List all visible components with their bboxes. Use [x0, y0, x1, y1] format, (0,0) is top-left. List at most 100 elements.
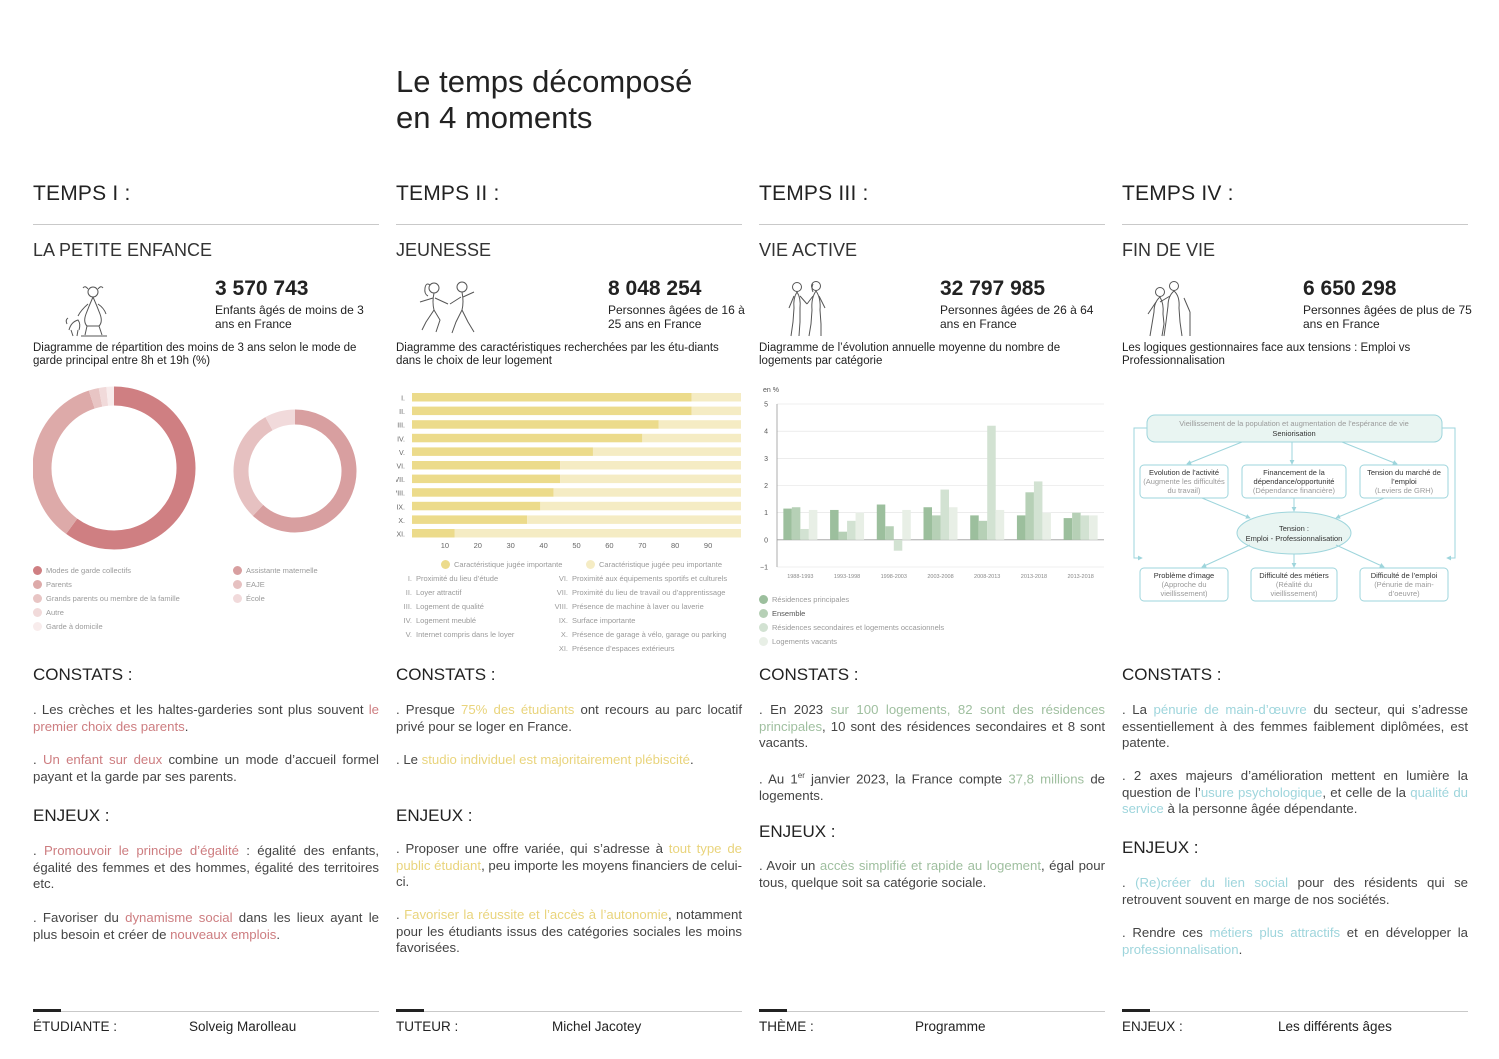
- highlighted-text: Un enfant sur deux: [42, 752, 163, 767]
- constats-heading: CONSTATS :: [1122, 665, 1222, 684]
- hbar-key-legend: I. Proximité du lieu d’étude II. Loyer attr…: [402, 574, 742, 654]
- footer-label: THÈME :: [759, 1019, 814, 1034]
- key-label: Logement meublé: [416, 616, 477, 625]
- bar: [791, 507, 801, 540]
- constat-paragraph: . Presque 75% des étudiants ont recours …: [396, 702, 742, 735]
- constat-paragraph: . La pénurie de main-d’œuvre du secteur,…: [1122, 702, 1468, 752]
- bar-category-label: VII.: [396, 477, 405, 484]
- legend-label: Assistante maternelle: [246, 566, 318, 575]
- key-label: Logement de qualité: [416, 602, 484, 611]
- column-temps-2: TEMPS II : JEUNESSE 8 048 254 Personnes …: [396, 180, 745, 1059]
- bar-category-label: VIII.: [396, 491, 405, 498]
- bar: [1025, 492, 1034, 540]
- key-legend-item: II. Loyer attractif: [402, 588, 462, 597]
- constat-paragraph: . Au 1er janvier 2023, la France compte …: [759, 768, 1105, 804]
- bar: [412, 515, 528, 524]
- key-label: Surface importante: [572, 616, 636, 625]
- footer-mark: [759, 1009, 787, 1012]
- y-tick-label: 4: [764, 429, 768, 436]
- diagram-text: Evolution de l’activité: [1149, 468, 1219, 477]
- x-tick-label: 2013-2018: [1021, 574, 1047, 580]
- footer-value: Michel Jacotey: [552, 1019, 642, 1034]
- y-tick-label: 5: [764, 402, 768, 409]
- donut-legend-right: Assistante maternelle EAJE École: [233, 566, 373, 611]
- highlighted-text: pénurie de main-d’œuvre: [1153, 702, 1307, 717]
- highlighted-text: 37,8 millions: [1008, 771, 1085, 787]
- bar: [893, 539, 903, 551]
- highlighted-text: qualité du service: [1122, 784, 1468, 817]
- key-legend-item: VIII. Présence de machine à laver ou lave…: [554, 602, 704, 611]
- enjeux-heading: ENJEUX :: [396, 806, 473, 825]
- diagram-text: Difficulté des métiers: [1259, 571, 1329, 580]
- key-numeral: II.: [405, 588, 412, 597]
- paragraph-text: : égalité des enfants, égalité des femme…: [33, 843, 379, 891]
- paragraph-text: .: [33, 752, 43, 767]
- enjeu-paragraph: . Promouvoir le principe d’égalité : éga…: [33, 843, 379, 893]
- bar: [995, 509, 1005, 540]
- bar: [855, 512, 865, 540]
- bar: [902, 509, 911, 540]
- footer-value: Programme: [915, 1019, 986, 1034]
- highlighted-text: professionnalisation: [1122, 941, 1239, 957]
- bar: [923, 507, 932, 540]
- footer-mark: [396, 1009, 424, 1012]
- diagram-text: d’oeuvre): [1388, 589, 1420, 598]
- legend-label: Logements vacants: [772, 637, 838, 646]
- key-numeral: I.: [407, 574, 412, 583]
- highlighted-text: nouveaux emplois: [170, 926, 277, 942]
- footer-value: Solveig Marolleau: [189, 1019, 297, 1034]
- column-subtitle: JEUNESSE: [396, 240, 492, 260]
- bar: [1089, 515, 1098, 540]
- highlighted-text: tout type de public étudiant: [396, 841, 742, 873]
- key-label: Présence de machine à laver ou laverie: [572, 602, 704, 611]
- bar: [454, 529, 741, 538]
- donut-legend-left: Modes de garde collectifs Parents Grands…: [33, 566, 223, 636]
- y-tick-label: 2: [764, 483, 768, 490]
- tension-marche-box: [1359, 464, 1449, 499]
- column-subtitle: FIN DE VIE: [1122, 240, 1216, 260]
- divider: [33, 224, 379, 225]
- column-subtitle: LA PETITE ENFANCE: [33, 240, 213, 260]
- bar: [412, 529, 455, 538]
- donut-slice: [88, 387, 103, 409]
- bar-category-label: III.: [397, 423, 405, 430]
- diagram-text: (Approche du: [1161, 580, 1206, 589]
- bar-category-label: VI.: [396, 464, 405, 471]
- diagram-text: Problème d’image: [1154, 571, 1214, 580]
- x-tick-label: 1988-1993: [787, 574, 813, 580]
- enjeu-paragraph: . Avoir un accès simplifié et rapide au …: [759, 858, 1105, 891]
- dancing-couple-illustration: [419, 281, 475, 334]
- diagram-text: Vieillissement de la population et augme…: [1179, 419, 1409, 428]
- key-legend-item: VII. Proximité du lieu de travail ou d’ap…: [554, 588, 726, 597]
- paragraph-text: dans les lieux ayant le plus besoin et c…: [33, 910, 379, 942]
- y-tick-label: 3: [764, 456, 768, 463]
- bar-category-label: X.: [398, 518, 405, 525]
- enjeu-paragraph: . Rendre ces métiers plus attractifs et …: [1122, 925, 1468, 958]
- divider: [759, 224, 1105, 225]
- paragraph-text: pour des résidents qui se retrouvent sou…: [1122, 875, 1469, 907]
- highlighted-text: accès simplifié et rapide au logement: [819, 858, 1042, 873]
- bar: [800, 528, 809, 540]
- main-title: Le temps décomposé en 4 moments: [396, 64, 692, 136]
- footer-value: Les différents âges: [1278, 1019, 1392, 1034]
- legend-label: Garde à domicile: [46, 622, 103, 631]
- temps-heading: TEMPS II :: [396, 182, 500, 205]
- tension-ellipse: [1236, 511, 1352, 555]
- x-tick-label: 2003-2008: [927, 574, 953, 580]
- key-numeral: VII.: [556, 588, 568, 597]
- bar: [560, 474, 741, 484]
- paragraph-text: .: [1122, 875, 1136, 890]
- paragraph-text: , peu importe les moyens financiers de c…: [396, 857, 743, 890]
- key-legend-item: VI. Proximité aux équipements sportifs et…: [554, 574, 727, 583]
- constat-paragraph: . 2 axes majeurs d’amélioration mettent …: [1122, 768, 1468, 818]
- evolution-activite-box: [1139, 464, 1229, 499]
- donut-slice: [33, 390, 95, 534]
- legend-label: EAJE: [246, 580, 265, 589]
- footer-mark: [33, 1009, 61, 1012]
- highlighted-text: usure psychologique: [1200, 784, 1323, 800]
- donut-charts: Modes de garde collectifs Parents Grands…: [33, 380, 379, 655]
- horizontal-bar-chart-svg: I. II. III. IV. V. VI. VII. VIII. IX. X. XI. 10 20 30…: [396, 393, 741, 550]
- enjeu-paragraph: . Favoriser du dynamisme social dans les…: [33, 910, 379, 943]
- paragraph-text: . Avoir un: [759, 858, 820, 873]
- bar: [885, 526, 894, 540]
